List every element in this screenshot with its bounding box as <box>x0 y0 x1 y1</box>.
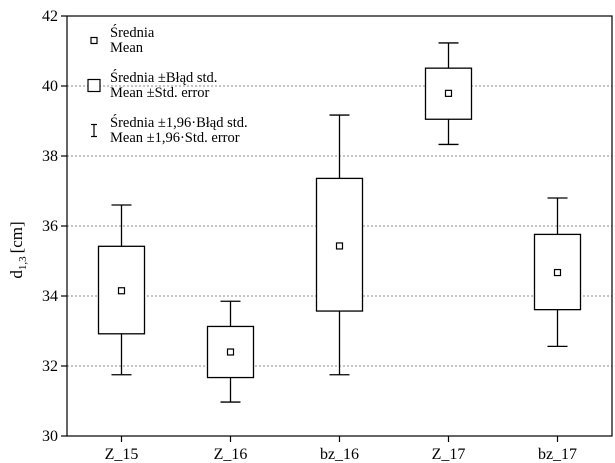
y-axis: 30 32 34 36 38 40 42 <box>42 8 67 445</box>
y-tick-label: 38 <box>42 148 58 165</box>
y-tick-label: 36 <box>42 218 58 235</box>
legend-label-pl: Średnia <box>110 24 155 41</box>
x-tick-label: bz_17 <box>538 446 577 463</box>
legend-item-box: Średnia ±Błąd std.Mean ±Std. error <box>87 69 217 101</box>
box-bz_17 <box>533 197 582 348</box>
mean-marker <box>335 242 344 250</box>
legend-item-whisker: Średnia ±1,96·Błąd std.Mean ±1,96·Std. e… <box>91 114 248 146</box>
mean-marker <box>226 348 235 356</box>
y-axis-label-subscript: 1,3 <box>17 256 29 270</box>
y-tick-label: 32 <box>42 358 58 375</box>
y-tick-label: 30 <box>42 428 58 445</box>
box-series <box>97 42 582 403</box>
y-axis-label-unit: [cm] <box>7 221 26 253</box>
x-tick-label: Z_16 <box>214 446 248 463</box>
y-tick-label: 40 <box>42 78 58 95</box>
mean-marker <box>444 89 453 97</box>
y-tick-label: 34 <box>42 288 58 305</box>
mean-marker <box>553 268 562 277</box>
legend-label-pl: Średnia ±1,96·Błąd std. <box>110 114 248 131</box>
y-axis-label: d1,3 [cm] <box>7 221 29 278</box>
x-tick-label: bz_16 <box>320 446 359 463</box>
legend-mean-symbol <box>90 36 98 45</box>
x-tick-label: Z_17 <box>432 446 466 463</box>
legend-label-en: Mean ±1,96·Std. error <box>110 130 240 146</box>
legend-label-en: Mean ±Std. error <box>110 85 210 101</box>
x-axis: Z_15 Z_16 bz_16 Z_17 bz_17 <box>105 436 577 463</box>
y-axis-label-main: d <box>7 270 26 279</box>
legend-label-pl: Średnia ±Błąd std. <box>110 69 217 86</box>
x-tick-label: Z_15 <box>105 446 139 463</box>
legend-label-en: Mean <box>110 40 144 56</box>
mean-marker <box>117 287 126 295</box>
y-tick-label: 42 <box>42 8 58 25</box>
legend-box-symbol <box>87 78 101 93</box>
box-Z_15 <box>97 204 146 376</box>
box-Z_16 <box>206 300 255 403</box>
box-Z_17 <box>424 42 473 146</box>
box-bz_16 <box>315 114 364 376</box>
